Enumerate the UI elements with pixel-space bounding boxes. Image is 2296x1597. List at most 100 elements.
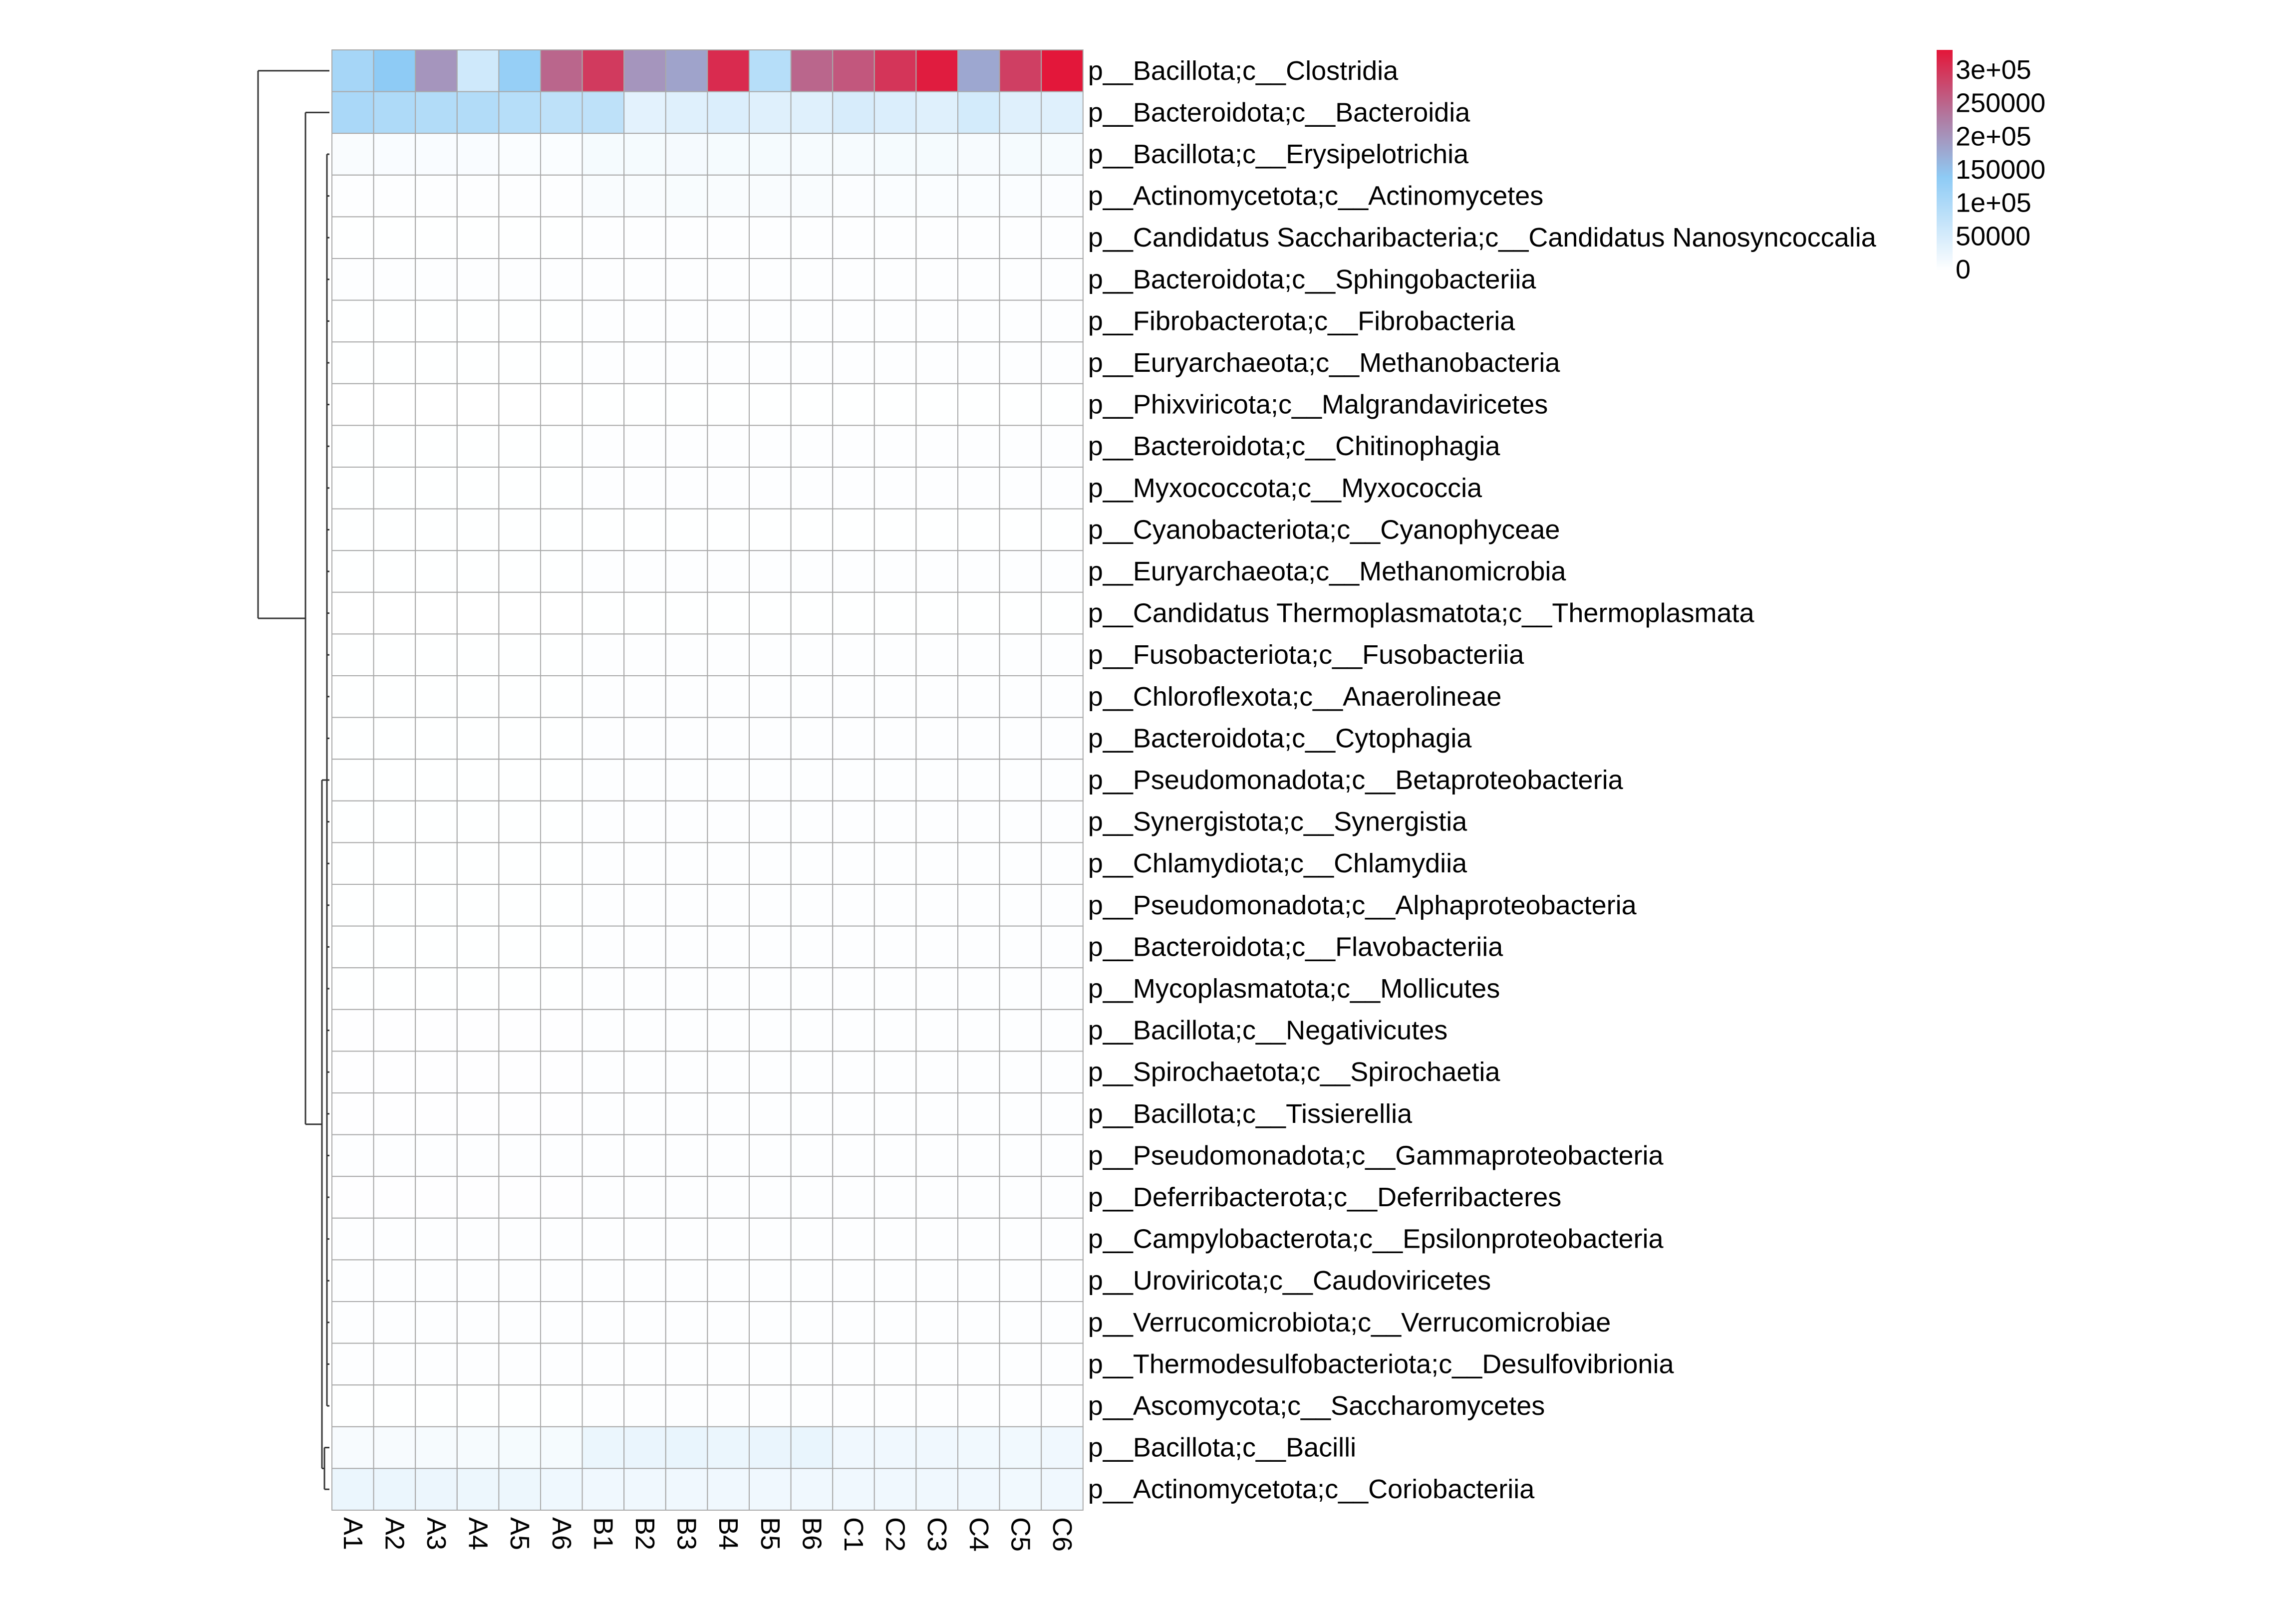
legend-gradient-step — [1937, 138, 1953, 140]
heatmap-cell — [373, 550, 416, 593]
heatmap-cell — [540, 591, 583, 635]
legend-gradient-step — [1937, 128, 1953, 130]
heatmap-cell — [415, 591, 458, 635]
heatmap-cell — [456, 299, 500, 343]
legend-gradient-step — [1937, 246, 1953, 248]
heatmap-cell — [832, 341, 875, 384]
heatmap-cell — [1041, 800, 1084, 843]
heatmap-cell — [915, 299, 959, 343]
legend-gradient-step — [1937, 228, 1953, 230]
heatmap-cell — [665, 467, 708, 510]
legend-gradient-step — [1937, 66, 1953, 68]
heatmap-cell — [581, 1092, 625, 1135]
row-label: p__Bacteroidota;c__Chitinophagia — [1088, 431, 1501, 461]
heatmap-cell — [832, 1468, 875, 1511]
heatmap-cell — [999, 717, 1042, 760]
heatmap-cell — [1041, 717, 1084, 760]
heatmap-cell — [707, 425, 750, 468]
heatmap-cell — [373, 299, 416, 343]
heatmap-cell — [331, 299, 374, 343]
heatmap-cell — [665, 508, 708, 551]
legend-gradient-step — [1937, 76, 1953, 78]
heatmap-cell — [498, 925, 542, 969]
heatmap-cell — [331, 1051, 374, 1093]
row-label: p__Candidatus Saccharibacteria;c__Candid… — [1088, 223, 1877, 253]
heatmap-cell — [456, 216, 500, 259]
heatmap-cell — [540, 967, 583, 1010]
heatmap-cell — [999, 133, 1042, 176]
heatmap-cell — [999, 425, 1042, 468]
heatmap-cell — [957, 591, 1000, 635]
legend-gradient-step — [1937, 112, 1953, 114]
heatmap-cell — [540, 884, 583, 927]
heatmap-cell — [790, 216, 834, 259]
heatmap-cell — [665, 1301, 708, 1344]
heatmap-cell — [749, 1468, 792, 1511]
heatmap-cell — [957, 633, 1000, 677]
heatmap-cell — [873, 1092, 917, 1135]
heatmap-cell — [790, 1176, 834, 1219]
heatmap-cell — [832, 591, 875, 635]
heatmap-cell — [665, 842, 708, 885]
heatmap-cell — [456, 1051, 500, 1093]
heatmap-cell — [1041, 174, 1084, 218]
heatmap-cell — [749, 1217, 792, 1261]
heatmap-cell — [415, 633, 458, 677]
legend-gradient-step — [1937, 120, 1953, 122]
heatmap-cell — [915, 967, 959, 1010]
heatmap-cell — [581, 1009, 625, 1052]
heatmap-cell — [957, 1342, 1000, 1386]
heatmap-cell — [1041, 299, 1084, 343]
heatmap-cell — [749, 1176, 792, 1219]
column-label: B1 — [588, 1517, 618, 1550]
row-label: p__Bacillota;c__Erysipelotrichia — [1088, 139, 1469, 169]
heatmap-cell — [623, 467, 666, 510]
legend-gradient-step — [1937, 180, 1953, 182]
heatmap-cell — [832, 800, 875, 843]
heatmap-cell — [415, 800, 458, 843]
legend-gradient-step — [1937, 218, 1953, 220]
heatmap-cell — [707, 1426, 750, 1469]
legend-gradient-step — [1937, 104, 1953, 106]
heatmap-cell — [498, 133, 542, 176]
heatmap-cell — [665, 1051, 708, 1093]
heatmap-cell — [749, 174, 792, 218]
row-label: p__Actinomycetota;c__Actinomycetes — [1088, 181, 1543, 211]
heatmap-cell — [749, 1009, 792, 1052]
heatmap-cell — [957, 1468, 1000, 1511]
heatmap-cell — [873, 842, 917, 885]
heatmap-cell — [915, 884, 959, 927]
heatmap-cell — [957, 842, 1000, 885]
heatmap-cell — [665, 550, 708, 593]
heatmap-cell — [957, 967, 1000, 1010]
heatmap-cell — [790, 967, 834, 1010]
heatmap-cell — [832, 49, 875, 92]
heatmap-cell — [331, 1301, 374, 1344]
heatmap-cell — [623, 759, 666, 801]
legend-gradient-step — [1937, 216, 1953, 218]
heatmap-cell — [623, 383, 666, 426]
heatmap-cell — [415, 216, 458, 259]
heatmap-cell — [1041, 759, 1084, 801]
heatmap-cell — [749, 717, 792, 760]
row-label: p__Myxococcota;c__Myxococcia — [1088, 473, 1482, 503]
heatmap-cell — [999, 1468, 1042, 1511]
legend-gradient-step — [1937, 152, 1953, 154]
heatmap-cell — [1041, 925, 1084, 969]
heatmap-cell — [873, 467, 917, 510]
heatmap-cell — [623, 1259, 666, 1302]
heatmap-cell — [957, 425, 1000, 468]
heatmap-cell — [581, 1051, 625, 1093]
row-dendrogram — [257, 70, 329, 1490]
heatmap-cell — [999, 967, 1042, 1010]
heatmap-cell — [581, 133, 625, 176]
heatmap-cell — [832, 884, 875, 927]
legend-gradient-step — [1937, 200, 1953, 202]
heatmap-cell — [915, 1468, 959, 1511]
heatmap-cell — [1041, 675, 1084, 718]
heatmap-cell — [456, 675, 500, 718]
heatmap-cell — [873, 508, 917, 551]
row-label: p__Uroviricota;c__Caudoviricetes — [1088, 1266, 1491, 1296]
heatmap-cell — [415, 1259, 458, 1302]
heatmap-cell — [331, 91, 374, 134]
